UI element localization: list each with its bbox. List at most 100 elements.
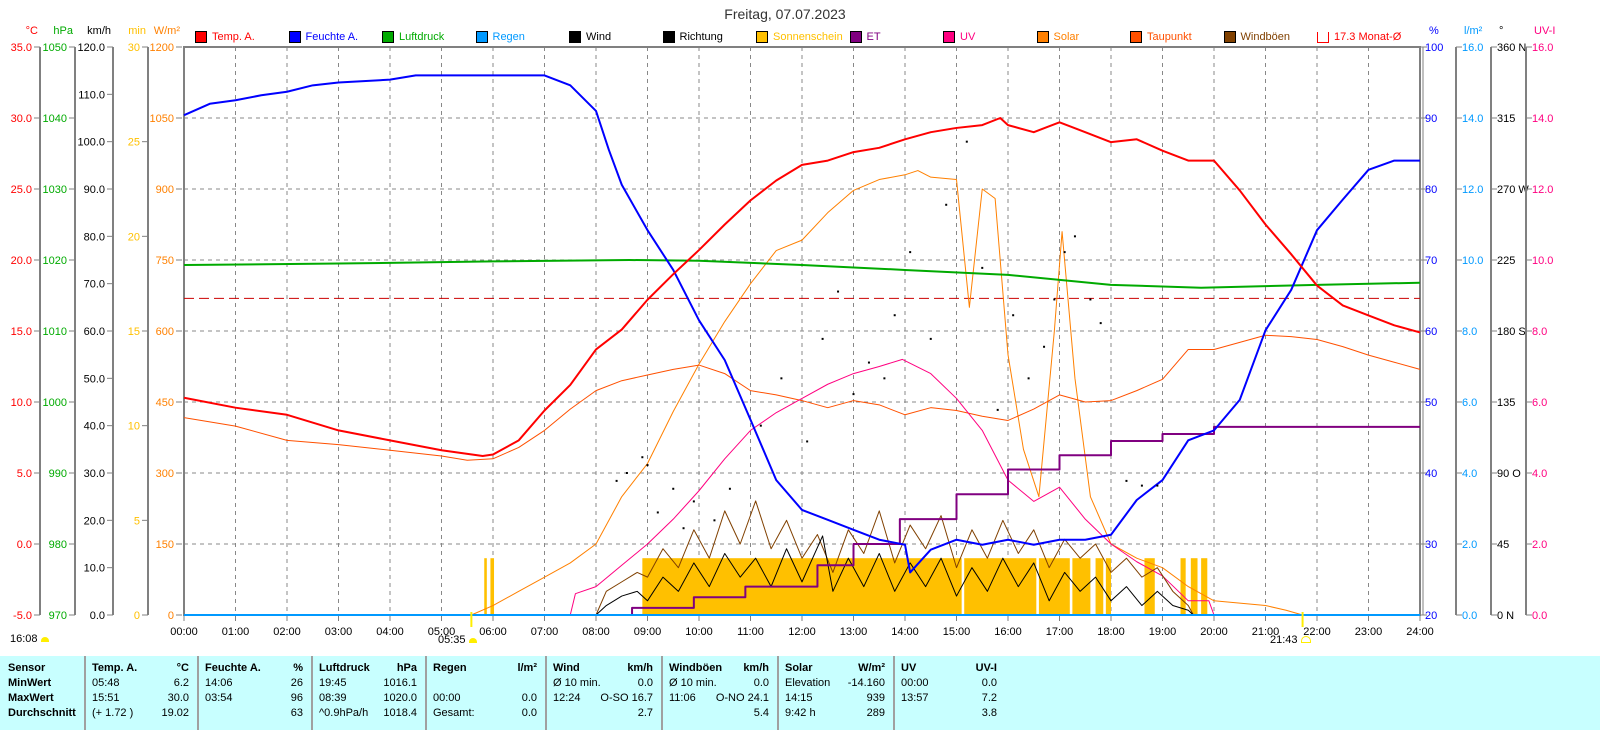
axis-label-dir: 45	[1497, 539, 1509, 551]
x-tick-label: 19:00	[1149, 626, 1177, 638]
x-tick-label: 07:00	[531, 626, 559, 638]
axis-label-dir: 360 N	[1497, 42, 1526, 54]
sunshine-bar	[1105, 558, 1111, 615]
column-title: Luftdruck	[319, 662, 370, 674]
axis-label-rain: 6.0	[1462, 397, 1477, 409]
direction-point	[615, 479, 618, 482]
column-title: Regen	[433, 662, 467, 674]
chart-title: Freitag, 07.07.2023	[724, 6, 846, 22]
axis-label-uv: 10.0	[1532, 255, 1553, 267]
axis-label-solar: 1200	[150, 42, 174, 54]
x-tick-label: 16:00	[994, 626, 1022, 638]
axis-label-sun: 30	[128, 42, 140, 54]
axis-label-dir: 135	[1497, 397, 1515, 409]
axis-label-hum: 20	[1425, 610, 1437, 622]
table-column-solar: Solar W/m² Elevation -14.160 14:15 939 9:42 h 2…	[779, 656, 895, 730]
cell-time: 03:54	[205, 692, 233, 704]
cell-time: 15:51	[92, 692, 120, 704]
cell-time: 00:00	[901, 677, 929, 689]
cell-time: ^0.9hPa/h	[319, 707, 369, 719]
column-unit: hPa	[396, 662, 417, 674]
axis-label-uv: 12.0	[1532, 184, 1553, 196]
direction-point	[1089, 298, 1092, 301]
axis-label-rain: 12.0	[1462, 184, 1483, 196]
sunshine-bar	[1180, 558, 1186, 615]
axis-label-temp: 5.0	[17, 468, 32, 480]
sunshine-bar	[1038, 558, 1070, 615]
sunshine-bar	[1190, 558, 1198, 615]
series-line-temp-a-	[183, 117, 1421, 457]
x-tick-label: 03:00	[325, 626, 353, 638]
axis-unit-hum: %	[1429, 25, 1439, 37]
x-tick-label: 17:00	[1046, 626, 1074, 638]
direction-point	[867, 361, 870, 364]
legend-item: UV	[943, 30, 975, 44]
axis-label-dir: 315	[1497, 113, 1515, 125]
x-tick-label: 21:00	[1252, 626, 1280, 638]
legend-swatch	[1130, 31, 1142, 43]
axis-label-press: 980	[49, 539, 67, 551]
cell-value: 63	[290, 707, 303, 719]
table-column-windböen: Windböen km/h Ø 10 min. 0.0 11:06 O-NO 24.1 5.…	[663, 656, 779, 730]
axis-label-wind: 10.0	[84, 563, 105, 575]
axis-unit-sun: min	[128, 25, 146, 37]
cell-value: 5.4	[753, 707, 769, 719]
sunshine-bar	[964, 558, 1037, 615]
legend-label: Richtung	[679, 31, 723, 43]
direction-point	[1073, 235, 1076, 238]
axis-unit-uv: UV-I	[1534, 25, 1556, 37]
axis-label-rain: 0.0	[1462, 610, 1477, 622]
axis-label-temp: 10.0	[11, 397, 32, 409]
axis-label-rain: 16.0	[1462, 42, 1483, 54]
axis-label-sun: 0	[134, 610, 140, 622]
axis-label-hum: 100	[1425, 42, 1443, 54]
direction-point	[692, 500, 695, 503]
legend-item: Windböen	[1223, 30, 1290, 44]
direction-point	[713, 519, 716, 522]
legend-swatch	[382, 31, 394, 43]
axis-label-solar: 1050	[150, 113, 174, 125]
legend-label: 17.3 Monat-Ø	[1334, 31, 1402, 43]
legend-item: Regen	[475, 30, 525, 44]
x-tick-label: 18:00	[1097, 626, 1125, 638]
direction-point	[893, 314, 896, 317]
axis-label-uv: 14.0	[1532, 113, 1553, 125]
cell-time: 13:57	[901, 692, 929, 704]
direction-point	[929, 337, 932, 340]
series-line-taupunkt	[183, 334, 1421, 461]
legend-item: Solar	[1036, 30, 1079, 44]
series-line-uv	[569, 358, 1215, 616]
direction-point	[883, 377, 886, 380]
axis-label-hum: 90	[1425, 113, 1437, 125]
x-tick-label: 01:00	[222, 626, 250, 638]
direction-point	[1027, 377, 1030, 380]
cell-time: 9:42 h	[785, 707, 816, 719]
legend-label: Taupunkt	[1147, 31, 1192, 43]
sunrise-note: 05:35	[438, 634, 477, 646]
axis-label-solar: 450	[156, 397, 174, 409]
axis-label-solar: 300	[156, 468, 174, 480]
axis-label-solar: 600	[156, 326, 174, 338]
table-row-label: MaxWert	[8, 692, 54, 704]
series-line-luftdruck	[183, 259, 1421, 289]
direction-point	[821, 337, 824, 340]
stats-table: Sensor MinWert MaxWert Durchschnitt Temp. A.…	[0, 656, 1600, 730]
table-column-luftdruck: Luftdruck hPa 19:45 1016.1 08:39 1020.0 ^0.9hP…	[313, 656, 427, 730]
x-tick-label: 13:00	[840, 626, 868, 638]
direction-point	[1156, 484, 1159, 487]
direction-point	[1043, 345, 1046, 348]
table-column-regen: Regen l/m² 00:00 0.0 Gesamt: 0.0	[427, 656, 547, 730]
axis-label-wind: 40.0	[84, 421, 105, 433]
sunshine-bar	[1201, 558, 1208, 615]
x-tick-label: 12:00	[788, 626, 816, 638]
cell-value: 30.0	[167, 692, 189, 704]
legend-swatch	[662, 31, 675, 43]
x-tick-label: 06:00	[479, 626, 507, 638]
x-tick-label: 22:00	[1303, 626, 1331, 638]
x-tick-label: 14:00	[891, 626, 919, 638]
axis-label-press: 1040	[43, 113, 67, 125]
axis-label-wind: 110.0	[78, 89, 105, 101]
axis-label-press: 1020	[43, 255, 67, 267]
cell-value: O-SO 16.7	[600, 692, 653, 704]
axis-label-wind: 60.0	[84, 326, 105, 338]
